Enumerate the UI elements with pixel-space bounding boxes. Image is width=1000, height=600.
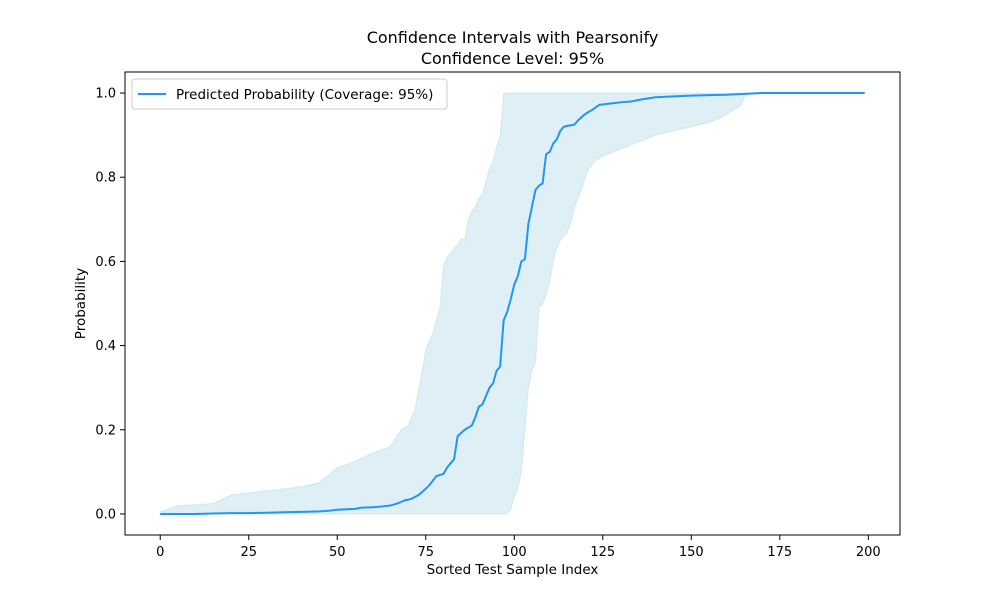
y-tick-label: 0.8	[95, 171, 116, 186]
x-tick-label: 150	[679, 545, 704, 560]
plot-frame	[124, 71, 901, 536]
x-tick-label: 175	[767, 545, 792, 560]
x-tick-label: 100	[502, 545, 527, 560]
x-axis-label: Sorted Test Sample Index	[427, 562, 599, 578]
legend-entry-label: Predicted Probability (Coverage: 95%)	[176, 87, 433, 103]
x-tick-label: 50	[329, 545, 346, 560]
legend-box	[131, 78, 448, 110]
y-tick-label: 1.0	[95, 87, 116, 102]
y-tick-label: 0.4	[95, 339, 116, 354]
x-axis: 0 25 50 75 100 125 150 175 200	[156, 535, 881, 560]
x-tick-label: 200	[856, 545, 881, 560]
x-tick-label: 75	[417, 545, 434, 560]
legend: Predicted Probability (Coverage: 95%)	[131, 78, 448, 110]
x-tick-label: 125	[590, 545, 615, 560]
x-tick-label: 25	[240, 545, 257, 560]
y-tick-label: 0.6	[95, 255, 116, 270]
y-tick-label: 0.0	[95, 507, 116, 522]
y-axis-label: Probability	[73, 268, 89, 339]
confidence-band-layer	[159, 92, 865, 515]
series-line-predicted-probability	[160, 92, 865, 515]
series-line-layer	[160, 92, 865, 515]
x-tick-label: 0	[156, 545, 164, 560]
chart-subtitle: Confidence Level: 95%	[421, 49, 604, 68]
confidence-band	[159, 92, 865, 515]
y-tick-label: 0.2	[95, 423, 116, 438]
chart-title: Confidence Intervals with Pearsonify	[367, 28, 659, 47]
y-axis: 0.0 0.2 0.4 0.6 0.8 1.0	[95, 87, 125, 522]
